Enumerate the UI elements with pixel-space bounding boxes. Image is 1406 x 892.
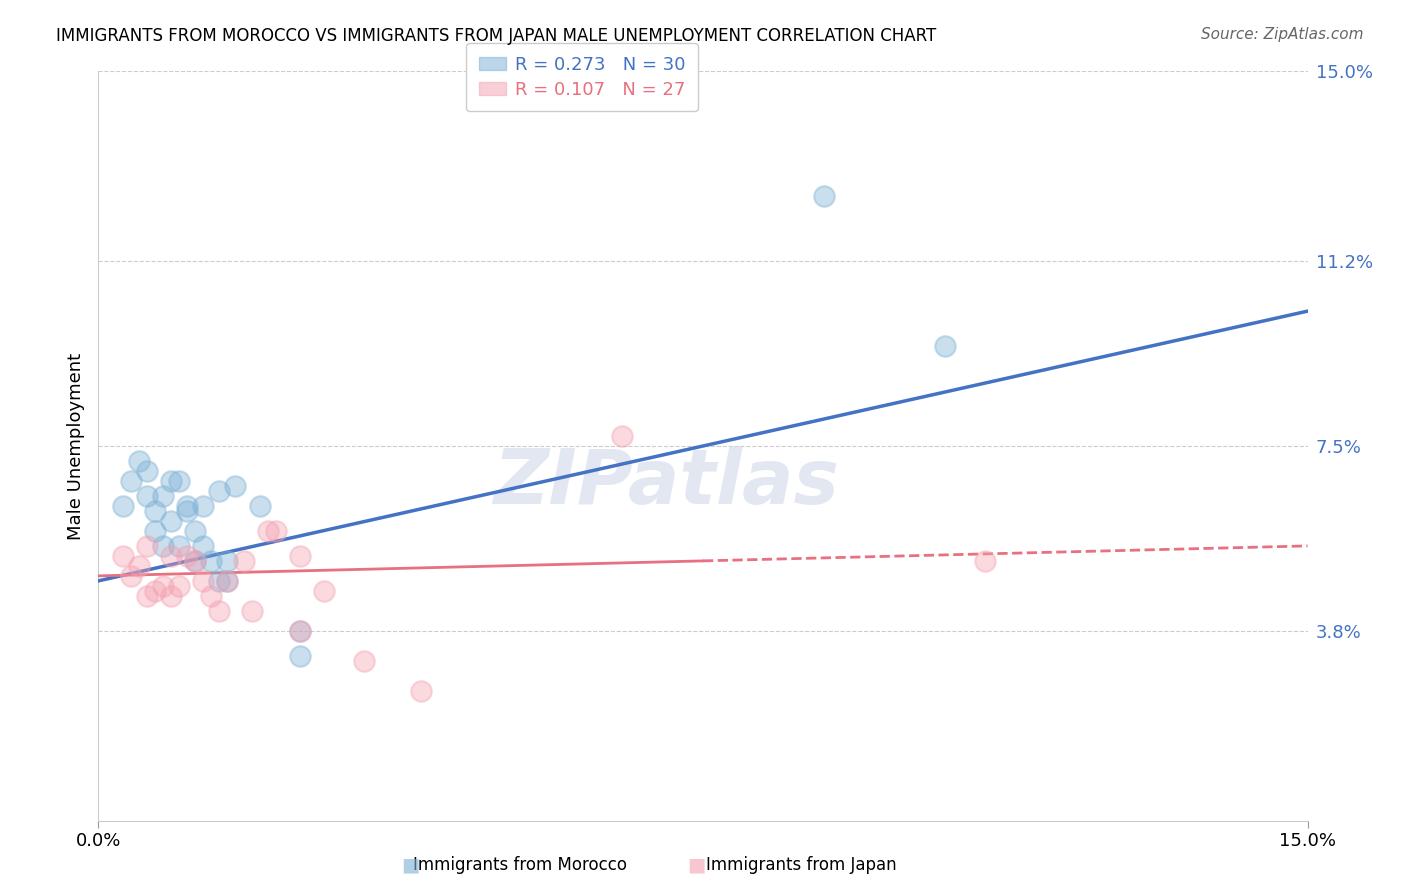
Point	[135, 464, 157, 478]
Point	[176, 504, 198, 518]
Point	[143, 583, 166, 598]
Point	[256, 524, 278, 538]
Point	[193, 539, 215, 553]
Point	[152, 579, 174, 593]
Point	[232, 554, 254, 568]
Point	[111, 549, 134, 563]
Point	[217, 574, 239, 588]
Point	[184, 524, 207, 538]
Point	[135, 589, 157, 603]
Point	[160, 514, 183, 528]
Point	[224, 479, 246, 493]
Point	[152, 539, 174, 553]
Point	[264, 524, 287, 538]
Point	[160, 474, 183, 488]
Point	[143, 504, 166, 518]
Point	[184, 554, 207, 568]
Point	[974, 554, 997, 568]
Text: Source: ZipAtlas.com: Source: ZipAtlas.com	[1201, 27, 1364, 42]
Point	[143, 524, 166, 538]
Point	[409, 683, 432, 698]
Point	[288, 648, 311, 663]
Point	[208, 483, 231, 498]
Point	[193, 499, 215, 513]
Y-axis label: Male Unemployment: Male Unemployment	[66, 352, 84, 540]
Point	[135, 539, 157, 553]
Point	[193, 574, 215, 588]
Point	[135, 489, 157, 503]
Point	[160, 549, 183, 563]
Legend: R = 0.273   N = 30, R = 0.107   N = 27: R = 0.273 N = 30, R = 0.107 N = 27	[467, 43, 697, 112]
Point	[176, 499, 198, 513]
Point	[184, 554, 207, 568]
Point	[208, 574, 231, 588]
Text: Immigrants from Morocco: Immigrants from Morocco	[413, 856, 627, 874]
Point	[288, 624, 311, 638]
Point	[128, 558, 150, 573]
Point	[160, 589, 183, 603]
Point	[314, 583, 336, 598]
Text: IMMIGRANTS FROM MOROCCO VS IMMIGRANTS FROM JAPAN MALE UNEMPLOYMENT CORRELATION C: IMMIGRANTS FROM MOROCCO VS IMMIGRANTS FR…	[56, 27, 936, 45]
Point	[288, 549, 311, 563]
Point	[353, 654, 375, 668]
Text: ■: ■	[686, 855, 706, 875]
Point	[200, 554, 222, 568]
Point	[813, 189, 835, 203]
Point	[249, 499, 271, 513]
Point	[217, 574, 239, 588]
Point	[217, 554, 239, 568]
Point	[120, 474, 142, 488]
Point	[208, 604, 231, 618]
Text: ■: ■	[401, 855, 420, 875]
Text: ZIPatlas: ZIPatlas	[494, 447, 839, 520]
Point	[167, 539, 190, 553]
Point	[176, 549, 198, 563]
Point	[128, 454, 150, 468]
Point	[934, 339, 956, 353]
Point	[200, 589, 222, 603]
Point	[120, 569, 142, 583]
Point	[167, 579, 190, 593]
Point	[288, 624, 311, 638]
Point	[111, 499, 134, 513]
Point	[152, 489, 174, 503]
Point	[240, 604, 263, 618]
Point	[612, 429, 634, 443]
Text: Immigrants from Japan: Immigrants from Japan	[706, 856, 897, 874]
Point	[167, 474, 190, 488]
